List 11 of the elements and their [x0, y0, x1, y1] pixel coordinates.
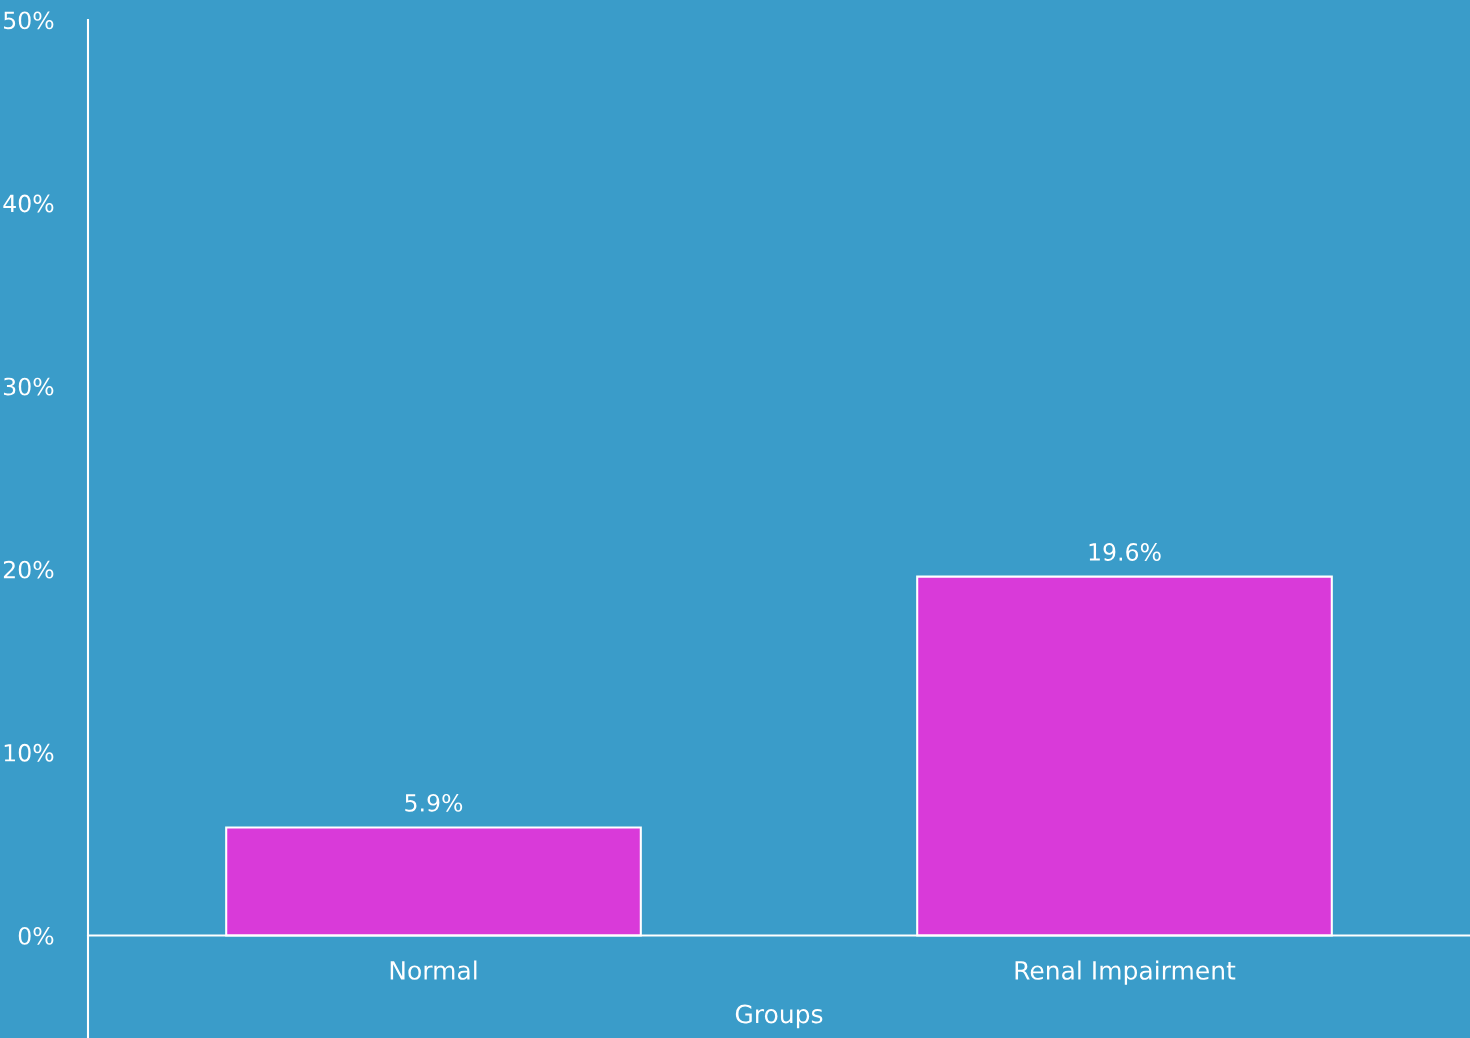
x-tick-label: Renal Impairment — [1015, 960, 1236, 985]
x-axis-title: Groups — [735, 1004, 823, 1029]
data-label: 5.9% — [405, 793, 463, 812]
data-label: 19.6% — [1089, 543, 1161, 561]
y-tick-label: 30% — [3, 377, 54, 396]
y-tick-label: 10% — [4, 743, 54, 762]
x-tick-label: Normal — [390, 960, 477, 980]
y-tick-label: 50% — [4, 11, 54, 30]
y-tick-label: 40% — [3, 194, 54, 213]
y-tick-label: 0% — [18, 926, 54, 945]
y-tick-label: 20% — [3, 560, 54, 579]
